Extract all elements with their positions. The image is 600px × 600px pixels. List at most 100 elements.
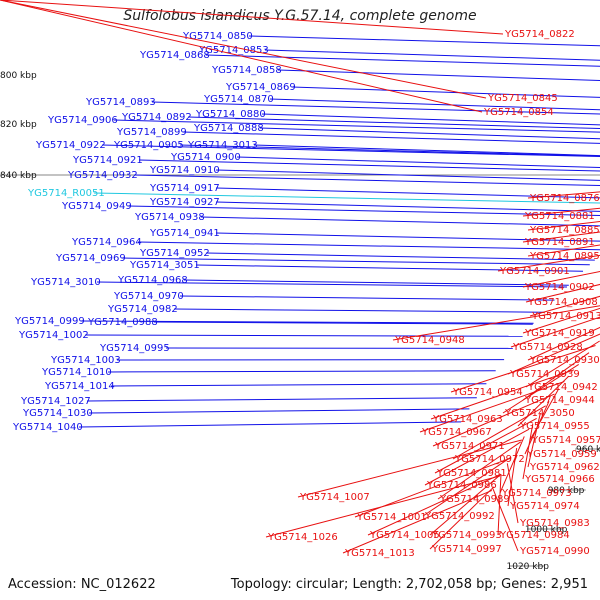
gene-leader-line <box>215 187 600 199</box>
scale-label: 800 kbp <box>0 71 37 81</box>
plus-strand-gene-label: YG5714_1040 <box>12 422 83 433</box>
gene-leader-line <box>422 456 512 517</box>
minus-strand-gene-label: YG5714_0954 <box>452 387 523 398</box>
minus-strand-gene-label: YG5714_0822 <box>504 29 575 40</box>
gene-leader-line <box>253 144 600 157</box>
gene-leader-line <box>179 295 555 301</box>
plus-strand-gene-label: YG5714_0995 <box>99 343 170 354</box>
gene-leader-line <box>525 340 600 388</box>
gene-leader-line <box>113 119 600 133</box>
plus-strand-gene-label: YG5714_0938 <box>134 212 205 223</box>
minus-strand-gene-label: YG5714_0983 <box>519 518 590 529</box>
gene-leader-line <box>80 320 534 324</box>
gene-leader-line <box>432 393 555 447</box>
minus-strand-gene-label: YG5714_0989 <box>439 494 510 505</box>
minus-strand-gene-label: YG5714_1005 <box>369 530 440 541</box>
gene-leader-line <box>110 383 487 387</box>
plus-strand-gene-label: YG5714_0853 <box>198 45 269 56</box>
plus-strand-gene-label: YG5714_0850 <box>182 31 253 42</box>
plus-strand-gene-label: YG5714_0927 <box>149 197 220 208</box>
gene-leader-line <box>187 116 600 130</box>
plus-strand-gene-label: YG5714_R0051 <box>27 188 105 199</box>
minus-strand-gene-label: YG5714_0997 <box>431 544 502 555</box>
gene-leader-line <box>506 463 519 524</box>
gene-leader-line <box>522 307 600 334</box>
plus-strand-gene-label: YG5714_0949 <box>61 201 132 212</box>
minus-strand-gene-label: YG5714_0962 <box>529 462 600 473</box>
minus-strand-gene-label: YG5714_0881 <box>524 211 595 222</box>
gene-leader-line <box>0 0 483 113</box>
gene-leader-line <box>269 98 600 111</box>
gene-leader-line <box>429 473 502 536</box>
gene-leader-line <box>291 86 600 98</box>
plus-strand-gene-label: YG5714_3013 <box>187 140 258 151</box>
minus-strand-gene-label: YG5714_0901 <box>499 266 570 277</box>
minus-strand-gene-label: YG5714_0944 <box>524 395 595 406</box>
minus-strand-gene-label: YG5714_0993 <box>431 530 502 541</box>
plus-strand-gene-label: YG5714_0888 <box>193 123 264 134</box>
gene-leader-line <box>84 334 523 337</box>
gene-leader-line <box>297 439 523 498</box>
gene-leader-line <box>522 207 600 217</box>
gene-leader-line <box>507 448 518 507</box>
gene-leader-line <box>265 475 501 538</box>
plus-strand-gene-label: YG5714_0964 <box>71 237 142 248</box>
plus-strand-gene-label: YG5714_0969 <box>55 253 126 264</box>
gene-leader-line <box>499 436 525 494</box>
plus-strand-gene-label: YG5714_0982 <box>107 304 178 315</box>
minus-strand-gene-label: YG5714_0959 <box>526 449 597 460</box>
gene-leader-line <box>182 131 600 144</box>
plus-strand-gene-label: YG5714_1010 <box>41 367 112 378</box>
plus-strand-gene-label: YG5714_0899 <box>116 127 187 138</box>
gene-leader-line <box>88 408 470 414</box>
plus-strand-gene-label: YG5714_1003 <box>50 355 121 366</box>
gene-leader-line <box>215 232 600 242</box>
gene-leader-line <box>434 417 537 474</box>
gene-leader-line <box>525 283 600 303</box>
scale-label: 840 kbp <box>0 171 37 181</box>
minus-strand-gene-label: YG5714_0967 <box>421 427 492 438</box>
minus-strand-gene-label: YG5714_0876 <box>529 193 600 204</box>
scale-label: 980 kbp <box>548 486 585 496</box>
minus-strand-gene-label: YG5714_1007 <box>299 492 370 503</box>
plus-strand-gene-label: YG5714_3051 <box>129 260 200 271</box>
gene-leader-line <box>86 397 477 402</box>
minus-strand-gene-label: YG5714_0974 <box>509 501 580 512</box>
plus-strand-gene-label: YG5714_0999 <box>14 316 85 327</box>
gene-leader-line <box>236 156 600 169</box>
minus-strand-gene-label: YG5714_1026 <box>267 532 338 543</box>
plus-strand-gene-label: YG5714_0905 <box>113 140 184 151</box>
gene-leader-line <box>497 254 600 272</box>
minus-strand-gene-label: YG5714_0939 <box>509 369 580 380</box>
plus-strand-gene-label: YG5714_0917 <box>149 183 220 194</box>
gene-leader-line <box>107 370 496 373</box>
plus-strand-gene-label: YG5714_0870 <box>203 94 274 105</box>
gene-leader-line <box>205 252 595 261</box>
gene-leader-line <box>248 35 600 47</box>
minus-strand-gene-label: YG5714_0957 <box>531 435 600 446</box>
plus-strand-gene-label: YG5714_0892 <box>121 112 192 123</box>
gene-leader-line <box>137 241 600 251</box>
gene-leader-line <box>195 264 584 272</box>
plus-strand-gene-label: YG5714_0988 <box>87 317 158 328</box>
gene-leader-line <box>522 271 600 288</box>
plus-strand-gene-label: YG5714_1027 <box>20 396 91 407</box>
minus-strand-gene-label: YG5714_0971 <box>434 441 505 452</box>
plus-strand-gene-label: YG5714_0922 <box>35 140 106 151</box>
gene-leader-line <box>522 423 534 480</box>
plus-strand-gene-label: YG5714_0968 <box>117 275 188 286</box>
gene-leader-line <box>138 159 600 172</box>
gene-leader-line <box>430 369 575 420</box>
minus-strand-gene-label: YG5714_0913 <box>531 311 600 322</box>
gene-leader-line <box>452 405 546 460</box>
gene-leader-line <box>522 231 600 243</box>
plus-strand-gene-label: YG5714_0869 <box>225 82 296 93</box>
gene-leader-line <box>367 473 502 536</box>
gene-leader-line <box>215 169 600 181</box>
minus-strand-gene-label: YG5714_0919 <box>524 328 595 339</box>
scale-label: 820 kbp <box>0 120 37 130</box>
map-title: Sulfolobus islandicus Y.G.57.14, complet… <box>123 8 477 24</box>
gene-leader-line <box>507 333 600 375</box>
minus-strand-gene-label: YG5714_0902 <box>524 282 595 293</box>
